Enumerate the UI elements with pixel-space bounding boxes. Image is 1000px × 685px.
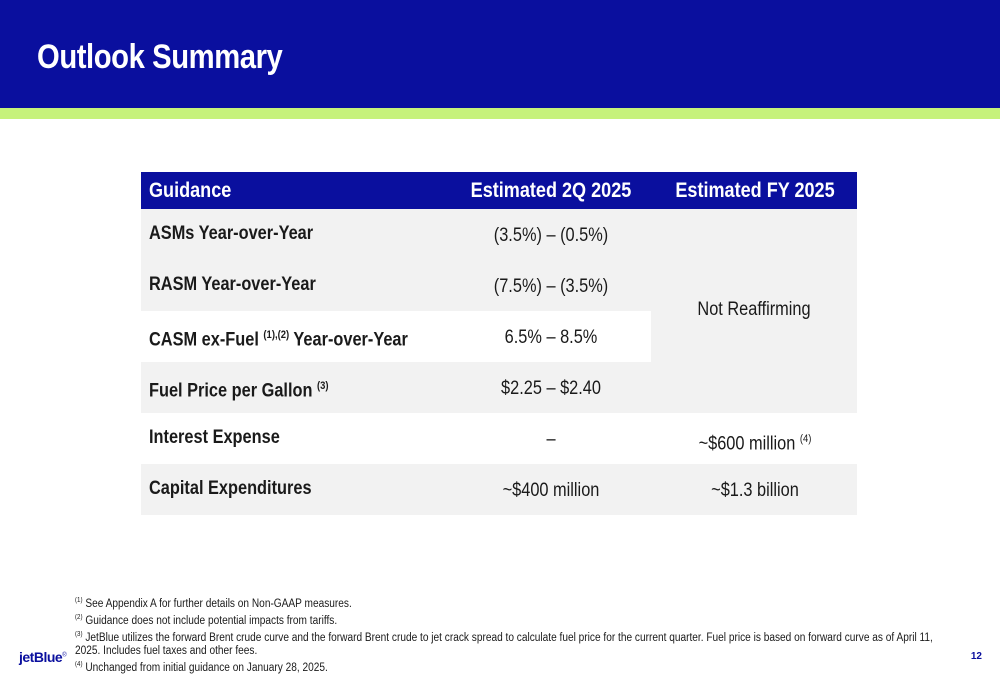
row-label: Interest Expense <box>149 427 280 448</box>
footnote-ref: (4) <box>799 433 812 445</box>
fy-merged-value: Not Reaffirming <box>697 299 811 320</box>
table-header-row: Guidance Estimated 2Q 2025 Estimated FY … <box>141 172 857 209</box>
row-label: ASMs Year-over-Year <box>149 223 314 244</box>
row-2q-value: ~$400 million <box>502 480 600 501</box>
footnote-1: (1) See Appendix A for further details o… <box>75 597 352 610</box>
footnote-4: (4) Unchanged from initial guidance on J… <box>75 661 328 675</box>
row-2q-value: (3.5%) – (0.5%) <box>493 225 609 246</box>
row-label: CASM ex-Fuel (1),(2) Year-over-Year <box>149 329 408 351</box>
footnote-3: (3) JetBlue utilizes the forward Brent c… <box>75 630 933 658</box>
footnotes: (1) See Appendix A for further details o… <box>75 594 975 675</box>
row-2q-value: $2.25 – $2.40 <box>501 378 601 399</box>
row-label: Fuel Price per Gallon (3) <box>149 380 329 402</box>
header-accent-stripe <box>0 108 1000 119</box>
footnote-2: (2) Guidance does not include potential … <box>75 613 338 627</box>
header-estimated-fy-2025: Estimated FY 2025 <box>675 179 835 202</box>
footnote-ref: (3) <box>316 380 329 392</box>
jetblue-logo: jetBlue® <box>19 649 67 665</box>
header-guidance: Guidance <box>149 179 232 202</box>
table-row-capex: Capital Expenditures ~$400 million ~$1.3… <box>141 464 857 515</box>
row-fy-value: ~$600 million (4) <box>698 433 812 455</box>
page-number: 12 <box>970 651 982 662</box>
row-fy-value: ~$1.3 billion <box>711 480 799 501</box>
footnote-ref: (1),(2) <box>263 329 290 341</box>
row-label: Capital Expenditures <box>149 478 312 499</box>
row-2q-value: 6.5% – 8.5% <box>504 327 598 348</box>
table-row-interest-expense: Interest Expense – ~$600 million (4) <box>141 413 857 464</box>
header-estimated-2q-2025: Estimated 2Q 2025 <box>470 179 632 202</box>
fy-merged-cell: Not Reaffirming <box>651 209 857 413</box>
row-2q-value: (7.5%) – (3.5%) <box>493 276 609 297</box>
page-title: Outlook Summary <box>37 38 283 76</box>
row-label: RASM Year-over-Year <box>149 274 316 295</box>
header-bar: Outlook Summary <box>0 0 1000 108</box>
row-2q-value: – <box>546 429 556 450</box>
